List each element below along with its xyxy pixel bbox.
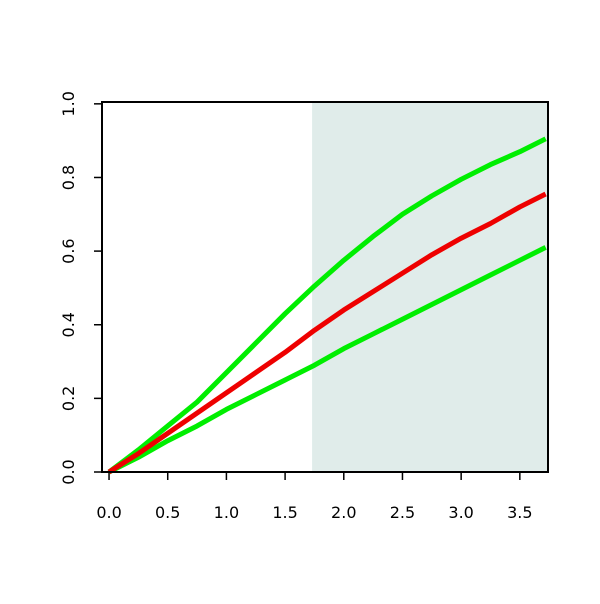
plot-frame <box>101 101 549 473</box>
y-tick-label: 0.8 <box>59 165 78 190</box>
line-series <box>107 245 547 475</box>
x-tick-label: 0.5 <box>155 503 180 522</box>
x-tick-label: 2.0 <box>331 503 356 522</box>
x-tick-label: 3.0 <box>448 503 473 522</box>
x-tick-label: 1.0 <box>214 503 239 522</box>
y-tick-label: 1.0 <box>59 91 78 116</box>
y-tick-label: 0.2 <box>59 386 78 411</box>
line-series <box>107 191 547 475</box>
shaded-region <box>312 102 548 472</box>
y-tick-label: 0.6 <box>59 238 78 263</box>
x-tick-label: 1.5 <box>272 503 297 522</box>
x-tick-label: 0.0 <box>96 503 121 522</box>
x-tick-label: 3.5 <box>507 503 532 522</box>
y-tick-label: 0.4 <box>59 312 78 337</box>
y-tick-label: 0.0 <box>59 459 78 484</box>
line-series <box>107 136 547 474</box>
x-tick-label: 2.5 <box>390 503 415 522</box>
